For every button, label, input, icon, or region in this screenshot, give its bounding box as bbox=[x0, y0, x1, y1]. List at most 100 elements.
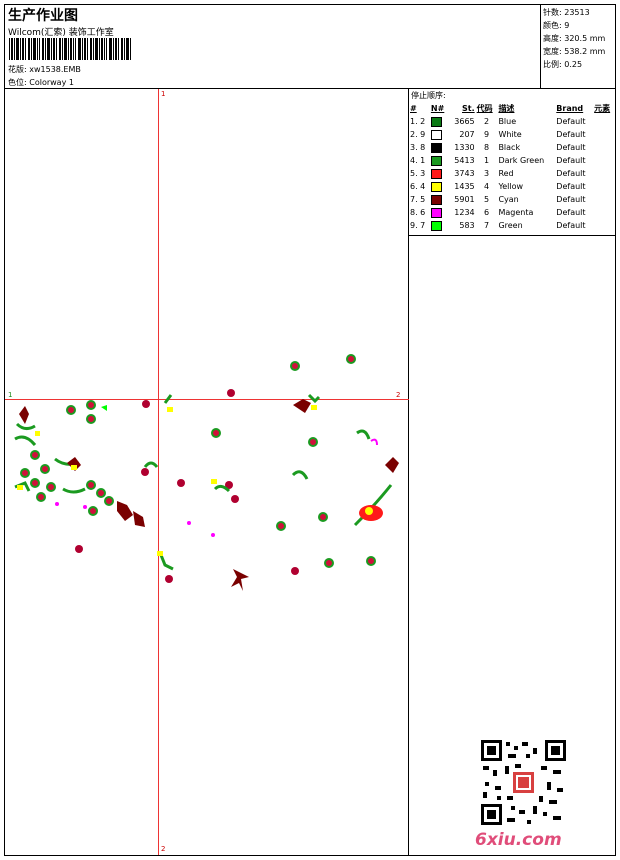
color-swatch-box bbox=[430, 207, 442, 218]
spec-stitches: 针数: 23513 bbox=[543, 8, 590, 17]
color-code: 8 bbox=[483, 143, 490, 152]
brand: Default bbox=[556, 130, 586, 139]
sequence-heading: 停止顺序: bbox=[411, 91, 446, 100]
spec-width: 宽度: 538.2 mm bbox=[543, 47, 606, 56]
color-code: 2 bbox=[483, 117, 490, 126]
pattern-value: xw1538.EMB bbox=[29, 65, 81, 74]
col-header-element: 元素 bbox=[594, 104, 611, 113]
element bbox=[593, 193, 615, 206]
color-swatch-box bbox=[430, 129, 442, 140]
color-swatch bbox=[430, 193, 449, 206]
row-number: 3. 8 bbox=[410, 143, 426, 152]
color-description: Cyan bbox=[498, 195, 519, 204]
element bbox=[593, 206, 615, 219]
header-left: 生产作业图 Wilcom(汇索) 装饰工作室 花版: bbox=[5, 5, 541, 89]
table-divider bbox=[409, 235, 615, 236]
sequence-row: 9. 7 583 7 Green Default bbox=[409, 219, 615, 232]
stitch-count: 3743 bbox=[454, 169, 475, 178]
color-sequence-table: # N# St. 代码 描述 Brand 元素 1. 2 3665 2 Blue Def… bbox=[409, 102, 615, 232]
row-number: 6. 4 bbox=[410, 182, 426, 191]
sequence-row: 3. 8 1330 8 Black Default bbox=[409, 141, 615, 154]
color-swatch bbox=[430, 154, 449, 167]
stitch-count: 207 bbox=[459, 130, 475, 139]
row-number: 7. 5 bbox=[410, 195, 426, 204]
color-description: Dark Green bbox=[498, 156, 545, 165]
spec-panel: 针数: 23513 颜色: 9 高度: 320.5 mm 宽度: 538.2 m… bbox=[541, 5, 615, 89]
color-swatch-box bbox=[430, 220, 442, 231]
brand: Default bbox=[556, 156, 586, 165]
sequence-row: 4. 1 5413 1 Dark Green Default bbox=[409, 154, 615, 167]
colorway-label: 色位: bbox=[8, 78, 27, 87]
pattern-line: 花版: xw1538.EMB bbox=[8, 64, 81, 75]
sequence-row: 7. 5 5901 5 Cyan Default bbox=[409, 193, 615, 206]
spec-scale: 比例: 0.25 bbox=[543, 60, 583, 69]
color-code: 6 bbox=[483, 208, 490, 217]
col-header-num: # bbox=[410, 104, 417, 113]
color-description: Red bbox=[498, 169, 514, 178]
col-header-nnum: N# bbox=[430, 104, 445, 113]
brand: Default bbox=[556, 221, 586, 230]
stitch-count: 1435 bbox=[454, 182, 475, 191]
pattern-label: 花版: bbox=[8, 65, 27, 74]
color-code: 3 bbox=[483, 169, 490, 178]
page-title: 生产作业图 bbox=[8, 8, 78, 24]
table-header-row: # N# St. 代码 描述 Brand 元素 bbox=[409, 102, 615, 115]
spec-colors: 颜色: 9 bbox=[543, 21, 570, 30]
color-swatch bbox=[430, 167, 449, 180]
color-code: 7 bbox=[483, 221, 490, 230]
element bbox=[593, 115, 615, 128]
color-description: Magenta bbox=[498, 208, 534, 217]
sequence-row: 8. 6 1234 6 Magenta Default bbox=[409, 206, 615, 219]
row-number: 9. 7 bbox=[410, 221, 426, 230]
color-swatch bbox=[430, 141, 449, 154]
stitch-count: 583 bbox=[459, 221, 475, 230]
document-frame: 生产作业图 Wilcom(汇索) 装饰工作室 花版: bbox=[4, 4, 616, 856]
stitch-count: 5901 bbox=[454, 195, 475, 204]
sequence-row: 6. 4 1435 4 Yellow Default bbox=[409, 180, 615, 193]
axis-marker-right: 2 bbox=[396, 391, 401, 399]
color-swatch bbox=[430, 180, 449, 193]
barcode bbox=[9, 38, 131, 60]
brand: Default bbox=[556, 208, 586, 217]
color-description: Blue bbox=[498, 117, 517, 126]
row-number: 2. 9 bbox=[410, 130, 426, 139]
color-code: 5 bbox=[483, 195, 490, 204]
studio-subtitle: Wilcom(汇索) 装饰工作室 bbox=[8, 28, 114, 38]
accent-stitches bbox=[17, 405, 383, 556]
brand: Default bbox=[556, 169, 586, 178]
col-header-brand: Brand bbox=[556, 104, 584, 113]
sequence-row: 1. 2 3665 2 Blue Default bbox=[409, 115, 615, 128]
row-number: 4. 1 bbox=[410, 156, 426, 165]
row-number: 1. 2 bbox=[410, 117, 426, 126]
element bbox=[593, 180, 615, 193]
element bbox=[593, 141, 615, 154]
color-swatch-box bbox=[430, 155, 442, 166]
element bbox=[593, 154, 615, 167]
spec-height: 高度: 320.5 mm bbox=[543, 34, 606, 43]
watermark-logo: 6xiu.com bbox=[475, 830, 562, 850]
flower-motifs bbox=[20, 354, 376, 583]
color-swatch bbox=[430, 219, 449, 232]
color-swatch-box bbox=[430, 168, 442, 179]
col-header-code: 代码 bbox=[476, 104, 493, 113]
color-description: Green bbox=[498, 221, 523, 230]
element bbox=[593, 167, 615, 180]
brand: Default bbox=[556, 143, 586, 152]
horizontal-axis-line bbox=[5, 399, 409, 400]
sequence-row: 5. 3 3743 3 Red Default bbox=[409, 167, 615, 180]
element bbox=[593, 128, 615, 141]
brand: Default bbox=[556, 117, 586, 126]
color-swatch-box bbox=[430, 142, 442, 153]
stitch-count: 5413 bbox=[454, 156, 475, 165]
leaf-clusters bbox=[14, 393, 399, 591]
color-swatch bbox=[430, 206, 449, 219]
stitch-count: 3665 bbox=[454, 117, 475, 126]
axis-marker-left: 1 bbox=[8, 391, 13, 399]
color-code: 9 bbox=[483, 130, 490, 139]
element bbox=[593, 219, 615, 232]
color-code: 4 bbox=[483, 182, 490, 191]
color-swatch bbox=[430, 115, 449, 128]
vertical-axis-line bbox=[158, 89, 159, 855]
row-number: 8. 6 bbox=[410, 208, 426, 217]
axis-marker-bottom: 2 bbox=[161, 845, 166, 853]
